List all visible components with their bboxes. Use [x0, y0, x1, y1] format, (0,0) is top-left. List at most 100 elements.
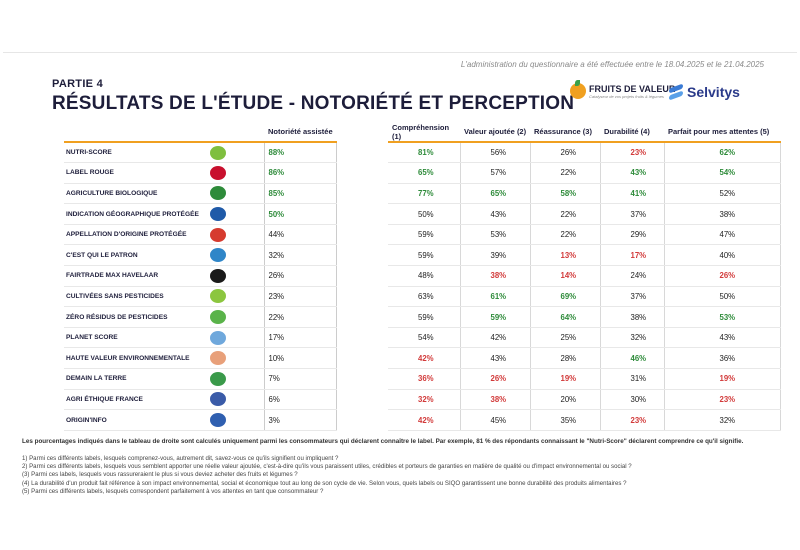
- table-cell: 50%: [388, 203, 461, 225]
- table-cell: 26%: [530, 142, 601, 164]
- table-cell: 69%: [530, 286, 601, 308]
- aop-icon: [210, 227, 226, 242]
- table-cell: 42%: [388, 347, 461, 370]
- table-cell: 35%: [530, 409, 601, 431]
- table-row: C'EST QUI LE PATRON 32%: [64, 244, 337, 267]
- table-cell: 37%: [600, 286, 665, 308]
- agri-ethique-icon: [210, 392, 226, 407]
- page-title: RÉSULTATS DE L'ÉTUDE - NOTORIÉTÉ ET PERC…: [52, 93, 575, 114]
- demain-la-terre-icon: [210, 371, 226, 386]
- table-cell: 47%: [664, 224, 781, 246]
- awareness-table: Notoriété assistée NUTRI-SCORE 88% LABEL R…: [64, 122, 337, 431]
- column-header: Valeur ajoutée (2): [460, 122, 530, 143]
- table-cell: 65%: [460, 183, 531, 205]
- perception-table: Compréhension (1) Valeur ajoutée (2) Réass…: [388, 122, 781, 431]
- table-cell: 63%: [388, 286, 461, 308]
- table-cell: 23%: [600, 142, 665, 164]
- table-cell: 31%: [600, 368, 665, 390]
- table-cell: 32%: [600, 327, 665, 349]
- table-row: 54% 42% 25% 32% 43%: [388, 327, 781, 349]
- planet-score-icon: [210, 330, 226, 345]
- selvitys-logo: Selvitys: [669, 83, 740, 101]
- table-cell: 57%: [460, 162, 531, 184]
- table-cell: 38%: [664, 203, 781, 225]
- awareness-value: 17%: [263, 327, 337, 349]
- label-name: INDICATION GÉOGRAPHIQUE PROTÉGÉE: [66, 210, 199, 218]
- label-rouge-icon: [210, 165, 226, 180]
- awareness-value: 26%: [263, 265, 337, 287]
- label-name: HAUTE VALEUR ENVIRONNEMENTALE: [66, 354, 190, 362]
- table-cell: 30%: [600, 389, 665, 411]
- table-cell: 77%: [388, 183, 461, 205]
- zero-residus-icon: [210, 310, 226, 325]
- table-cell: 38%: [600, 306, 665, 328]
- table-row: 65% 57% 22% 43% 54%: [388, 162, 781, 184]
- igp-icon: [210, 207, 226, 222]
- table-row: 50% 43% 22% 37% 38%: [388, 203, 781, 225]
- label-name: C'EST QUI LE PATRON: [66, 251, 138, 259]
- table-cell: 37%: [600, 203, 665, 225]
- table-cell: 19%: [530, 368, 601, 390]
- table-row: 63% 61% 69% 37% 50%: [388, 286, 781, 308]
- table-cell: 39%: [460, 244, 531, 267]
- table-cell: 56%: [460, 142, 531, 164]
- admin-note: L'administration du questionnaire a été …: [460, 60, 764, 69]
- section-label: PARTIE 4: [52, 78, 104, 90]
- awareness-value: 7%: [263, 368, 337, 390]
- label-name: AGRI ÉTHIQUE FRANCE: [66, 395, 143, 403]
- table-row: NUTRI-SCORE 88%: [64, 142, 337, 164]
- table-cell: 50%: [664, 286, 781, 308]
- ab-icon: [210, 186, 226, 201]
- table-cell: 46%: [600, 347, 665, 370]
- table-cell: 38%: [460, 265, 531, 287]
- awareness-value: 22%: [263, 306, 337, 328]
- table-cell: 22%: [530, 203, 601, 225]
- awareness-value: 86%: [263, 162, 337, 184]
- table-cell: 43%: [460, 203, 531, 225]
- table-row: HAUTE VALEUR ENVIRONNEMENTALE 10%: [64, 347, 337, 370]
- table-cell: 19%: [664, 368, 781, 390]
- selvitys-logo-text: Selvitys: [687, 84, 740, 100]
- selvitys-mark-icon: [669, 83, 683, 101]
- label-name: DEMAIN LA TERRE: [66, 375, 127, 383]
- label-name: FAIRTRADE MAX HAVELAAR: [66, 272, 159, 280]
- table-row: 32% 38% 20% 30% 23%: [388, 389, 781, 411]
- table-cell: 59%: [460, 306, 531, 328]
- footnote: (4) La durabilité d'un produit fait réfé…: [22, 479, 627, 487]
- awareness-value: 6%: [263, 389, 337, 411]
- awareness-value: 23%: [263, 286, 337, 308]
- table-cell: 58%: [530, 183, 601, 205]
- table-row: ORIGIN'INFO 3%: [64, 409, 337, 431]
- table-cell: 64%: [530, 306, 601, 328]
- table-cell: 22%: [530, 162, 601, 184]
- table-cell: 26%: [460, 368, 531, 390]
- table-cell: 24%: [600, 265, 665, 287]
- table-row: PLANET SCORE 17%: [64, 327, 337, 349]
- table-cell: 41%: [600, 183, 665, 205]
- table-cell: 14%: [530, 265, 601, 287]
- column-header: Compréhension (1): [388, 122, 460, 143]
- table-cell: 13%: [530, 244, 601, 267]
- label-name: PLANET SCORE: [66, 334, 118, 342]
- awareness-value: 85%: [263, 183, 337, 205]
- fdv-logo-tagline: Catalyseur de vos projets fruits & légum…: [589, 93, 664, 99]
- fruits-de-valeur-logo: FRUITS DE VALEUR Catalyseur de vos proje…: [570, 80, 675, 99]
- table-cell: 22%: [530, 224, 601, 246]
- table-row: LABEL ROUGE 86%: [64, 162, 337, 184]
- label-name: APPELLATION D'ORIGINE PROTÉGÉE: [66, 231, 187, 239]
- footnote: (5) Parmi ces différents labels, lesquel…: [22, 487, 324, 495]
- awareness-value: 3%: [263, 409, 337, 431]
- label-name: NUTRI-SCORE: [66, 149, 112, 157]
- table-cell: 32%: [664, 409, 781, 431]
- table-cell: 52%: [664, 183, 781, 205]
- sans-pesticides-icon: [210, 289, 226, 304]
- table-cell: 81%: [388, 142, 461, 164]
- column-header: Réassurance (3): [530, 122, 600, 143]
- table-row: 36% 26% 19% 31% 19%: [388, 368, 781, 390]
- table-cell: 29%: [600, 224, 665, 246]
- question-notes: 1) Parmi ces différents labels, lesquels…: [22, 455, 782, 496]
- table-cell: 62%: [664, 142, 781, 164]
- table-cell: 42%: [388, 409, 461, 431]
- table-cell: 61%: [460, 286, 531, 308]
- table-cell: 40%: [664, 244, 781, 267]
